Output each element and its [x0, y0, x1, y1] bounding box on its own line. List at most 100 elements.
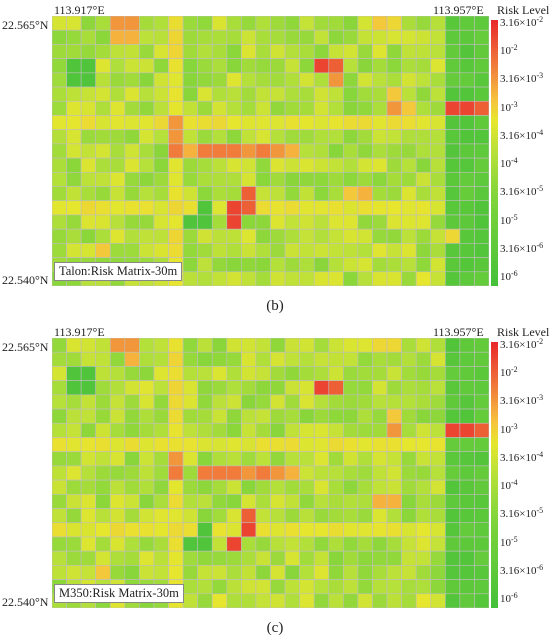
heat-cell	[328, 508, 344, 524]
heat-cell	[284, 565, 300, 580]
heat-cell	[211, 494, 228, 509]
heat-cell	[343, 100, 359, 116]
heat-cell	[52, 394, 67, 410]
heat-cell	[197, 214, 213, 230]
heat-cell	[52, 479, 67, 495]
heat-cell	[313, 422, 330, 438]
heat-cell	[386, 437, 402, 452]
colorbar-tick-label: 10-5	[500, 534, 518, 549]
heat-cell	[343, 494, 359, 509]
heat-cell	[284, 129, 300, 145]
heat-cell	[241, 200, 257, 216]
heat-cell	[255, 338, 271, 353]
heat-cell	[386, 16, 402, 31]
heat-cell	[459, 451, 475, 467]
heat-cell	[284, 338, 300, 353]
heat-cell	[211, 29, 228, 45]
legend-title: Risk Level	[497, 3, 550, 17]
heat-cell	[226, 550, 242, 566]
heat-cell	[372, 172, 388, 187]
heat-cell	[109, 228, 126, 244]
heat-cell	[153, 465, 169, 481]
heat-cell	[270, 143, 286, 159]
heat-cell	[153, 44, 169, 59]
heat-cell	[328, 394, 344, 410]
heat-cell	[299, 565, 315, 580]
heat-cell	[444, 394, 461, 410]
heat-cell	[313, 565, 330, 580]
heat-cell	[124, 16, 140, 31]
heat-cell	[124, 200, 140, 216]
heat-cell	[386, 351, 402, 367]
heat-cell	[168, 243, 184, 258]
heat-cell	[430, 186, 446, 202]
heat-cell	[401, 16, 417, 31]
heat-cell	[284, 579, 300, 595]
heat-cell	[328, 143, 344, 159]
heat-cell	[313, 29, 330, 45]
heat-cell	[109, 408, 126, 424]
heat-cell	[430, 72, 446, 88]
heat-cell	[139, 29, 155, 45]
heat-cell	[255, 522, 271, 538]
heat-cell	[80, 72, 96, 88]
heat-cell	[124, 100, 140, 116]
heat-cell	[197, 186, 213, 202]
heat-cell	[299, 380, 315, 396]
heat-cell	[313, 172, 330, 187]
heat-cell	[255, 58, 271, 74]
heat-cell	[401, 143, 417, 159]
heat-cell	[168, 172, 184, 187]
heat-cell	[299, 257, 315, 273]
heat-cell	[241, 271, 257, 286]
heat-cell	[313, 243, 330, 258]
heat-cell	[139, 157, 155, 173]
heat-cell	[153, 351, 169, 367]
heat-cell	[52, 200, 67, 216]
heat-cell	[153, 157, 169, 173]
heat-cell	[80, 422, 96, 438]
heat-cell	[459, 408, 475, 424]
heat-cell	[430, 508, 446, 524]
heat-cell	[80, 338, 96, 353]
heat-cell	[372, 186, 388, 202]
heat-cell	[226, 437, 242, 452]
heat-cell	[343, 522, 359, 538]
heat-cell	[284, 394, 300, 410]
heat-cell	[299, 593, 315, 608]
heat-cell	[211, 115, 228, 130]
heat-cell	[459, 214, 475, 230]
heat-cell	[372, 58, 388, 74]
heat-cell	[474, 143, 489, 159]
colorbar-tick-label: 10-2	[500, 43, 518, 58]
heat-cell	[139, 437, 155, 452]
heat-cell	[474, 29, 489, 45]
heat-cell	[139, 494, 155, 509]
heat-cell	[343, 579, 359, 595]
heat-cell	[66, 522, 82, 538]
heat-cell	[139, 58, 155, 74]
heat-cell	[401, 437, 417, 452]
heat-cell	[270, 214, 286, 230]
heat-cell	[139, 550, 155, 566]
heat-cell	[95, 465, 111, 481]
heat-cell	[372, 593, 388, 608]
heat-cell	[459, 351, 475, 367]
heat-cell	[124, 129, 140, 145]
heat-cell	[386, 72, 402, 88]
heat-cell	[211, 338, 228, 353]
heat-cell	[270, 200, 286, 216]
heat-cell	[299, 451, 315, 467]
heat-cell	[168, 536, 184, 552]
heat-cell	[430, 394, 446, 410]
heat-cell	[357, 479, 373, 495]
heat-cell	[182, 408, 198, 424]
heat-cell	[255, 44, 271, 59]
heat-cell	[459, 338, 475, 353]
heat-cell	[299, 143, 315, 159]
heat-cell	[182, 465, 198, 481]
heat-cell	[401, 451, 417, 467]
heat-cell	[328, 100, 344, 116]
heat-cell	[474, 214, 489, 230]
heat-cell	[211, 565, 228, 580]
